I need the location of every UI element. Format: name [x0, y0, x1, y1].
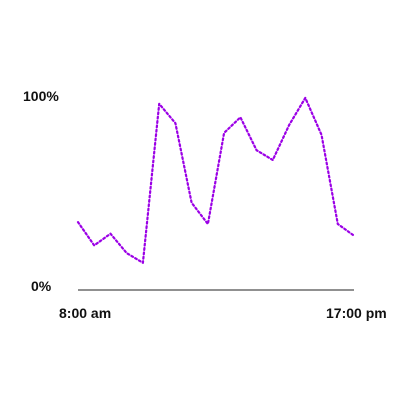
y-tick-label-bottom: 0% [31, 278, 52, 294]
y-tick-label-top: 100% [23, 88, 59, 104]
x-tick-label-end: 17:00 pm [326, 305, 387, 321]
series-group [76, 96, 356, 264]
series-line-0 [76, 96, 356, 264]
x-tick-label-start: 8:00 am [59, 305, 111, 321]
